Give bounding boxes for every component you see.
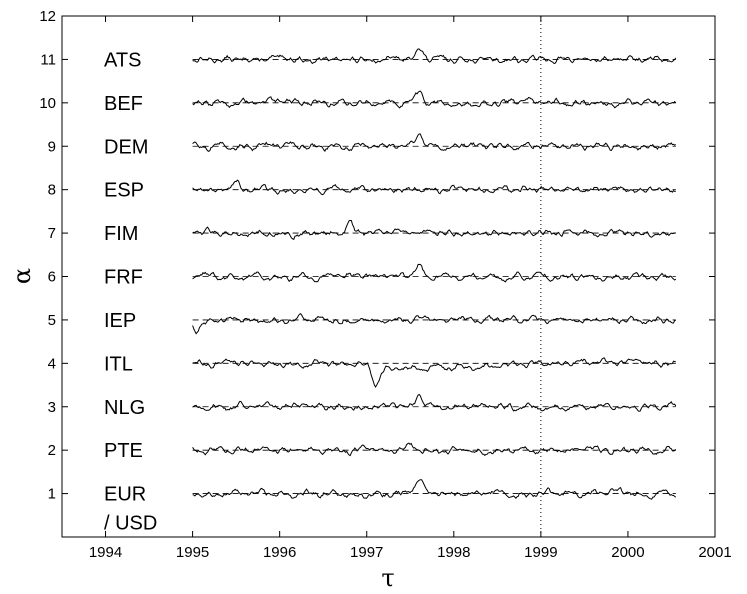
y-tick-label: 6	[48, 269, 56, 286]
series-line	[192, 133, 677, 152]
y-tick-label: 10	[39, 95, 56, 112]
series-line	[192, 179, 676, 196]
x-tick-label: 1995	[176, 544, 209, 561]
series-line	[192, 479, 677, 500]
y-tick-label: 3	[48, 399, 56, 416]
series-labels: ATS BEF DEM ESP FIM FRF IEP ITL NLG PTE EUR / USD	[104, 49, 157, 534]
series-line	[192, 90, 677, 109]
series-label: EUR / USD	[104, 484, 157, 535]
series-line	[192, 219, 677, 240]
y-tick-label: 1	[48, 486, 56, 503]
series-line	[192, 393, 677, 412]
x-tick-label: 1998	[437, 544, 470, 561]
series-line	[192, 357, 676, 388]
x-tick-label: 2000	[611, 544, 644, 561]
series-label: DEM	[104, 136, 148, 158]
x-tick-label: 1994	[89, 544, 122, 561]
y-axis-label: α	[8, 268, 36, 284]
series-label: ESP	[104, 180, 144, 202]
series-label: IEP	[104, 310, 136, 332]
series-label: FIM	[104, 223, 138, 245]
y-tick-label: 8	[48, 182, 56, 199]
series-label: ATS	[104, 49, 141, 71]
series-line	[192, 263, 677, 283]
series-label: FRF	[104, 267, 143, 289]
series-label: BEF	[104, 93, 143, 115]
x-tick-label: 1999	[524, 544, 557, 561]
series-line	[192, 48, 677, 65]
y-tick-label: 7	[48, 225, 56, 242]
y-tick-label: 9	[48, 138, 56, 155]
series-label: PTE	[104, 440, 143, 462]
y-tick-label: 2	[48, 442, 56, 459]
series-label: ITL	[104, 353, 133, 375]
series-group	[192, 48, 677, 500]
series-line	[192, 313, 676, 335]
series-label: NLG	[104, 397, 145, 419]
x-axis-label: τ	[381, 564, 394, 592]
y-tick-label: 5	[48, 312, 56, 329]
y-tick-label: 11	[40, 51, 56, 68]
series-line	[192, 442, 677, 457]
x-tick-label: 1996	[263, 544, 296, 561]
y-tick-label: 4	[48, 355, 56, 372]
y-tick-label: 12	[39, 8, 56, 25]
x-tick-label: 1997	[350, 544, 383, 561]
x-tick-label: 2001	[698, 544, 731, 561]
